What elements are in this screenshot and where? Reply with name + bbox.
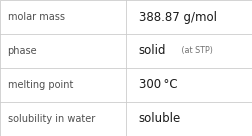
Text: solid: solid: [139, 44, 166, 58]
Text: (at STP): (at STP): [179, 47, 212, 55]
Text: soluble: soluble: [139, 112, 181, 126]
Text: molar mass: molar mass: [8, 12, 65, 22]
Text: 388.87 g/mol: 388.87 g/mol: [139, 10, 217, 24]
Text: phase: phase: [8, 46, 37, 56]
Text: solubility in water: solubility in water: [8, 114, 95, 124]
Text: melting point: melting point: [8, 80, 73, 90]
Text: 300 °C: 300 °C: [139, 78, 177, 92]
